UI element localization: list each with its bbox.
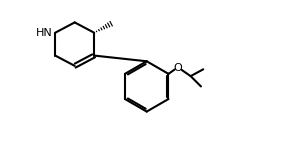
Text: O: O xyxy=(174,63,182,73)
Text: HN: HN xyxy=(36,28,52,38)
